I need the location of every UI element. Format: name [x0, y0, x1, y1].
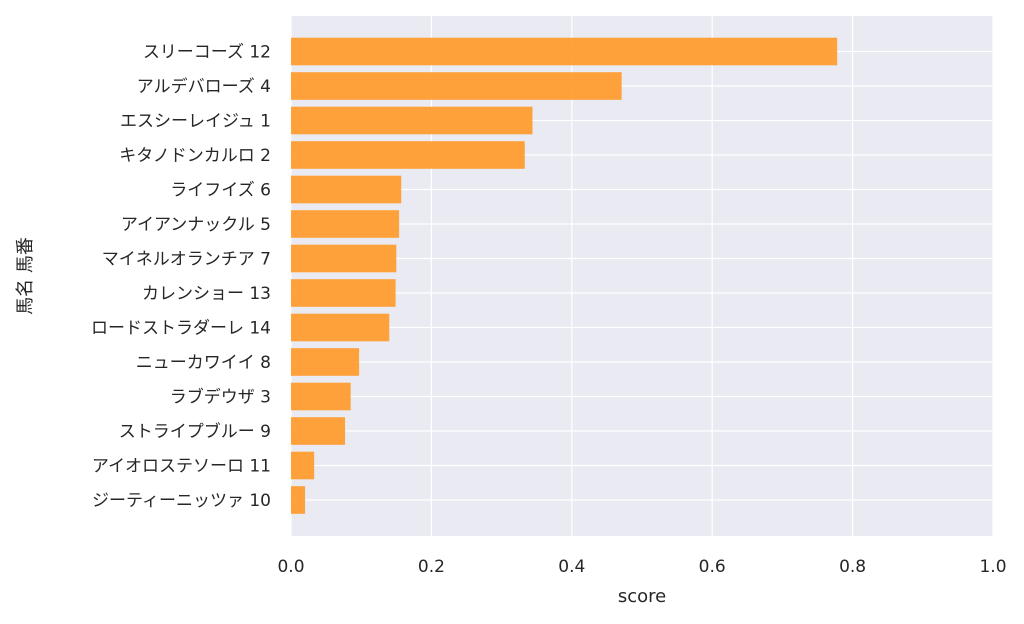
category-label: キタノドンカルロ 2 — [119, 146, 271, 166]
category-label: アイアンナックル 5 — [121, 215, 271, 235]
category-label: アイオロステソーロ 11 — [92, 457, 271, 477]
bar — [291, 210, 400, 238]
category-label: ストライプブルー 9 — [119, 421, 271, 442]
category-label: マイネルオランチア 7 — [102, 250, 271, 270]
category-label: ラブデウザ 3 — [170, 387, 271, 408]
x-tick-label: 0.2 — [418, 557, 445, 577]
bar — [291, 417, 346, 445]
category-label: ニューカワイイ 8 — [136, 353, 271, 373]
bar — [291, 72, 622, 100]
bar — [291, 244, 397, 273]
x-tick-label: 0.8 — [839, 557, 866, 577]
bar — [291, 141, 525, 169]
category-label: ジーティーニッツァ 10 — [92, 491, 271, 511]
x-tick-label: 0.4 — [558, 557, 585, 577]
bar — [291, 313, 390, 342]
bar — [291, 382, 351, 411]
bars — [291, 37, 838, 514]
x-tick-label: 0.0 — [277, 557, 304, 577]
category-label: ライフイズ 6 — [170, 181, 271, 201]
category-label: スリーコーズ 12 — [143, 43, 271, 63]
bar — [291, 175, 402, 204]
x-tick-label: 1.0 — [979, 557, 1006, 577]
category-label: エスシーレイジュ 1 — [120, 112, 271, 132]
bar — [291, 37, 838, 66]
plot-background — [291, 16, 993, 536]
category-labels: スリーコーズ 12 アルデバローズ 4 エスシーレイジュ 1 キタノドンカルロ 2 ライ… — [91, 43, 271, 512]
x-tick-label: 0.6 — [699, 557, 726, 577]
y-axis-title: 馬名 馬番 — [15, 237, 36, 315]
category-label: アルデバローズ 4 — [137, 76, 271, 97]
x-tick-labels: 0.0 0.2 0.4 0.6 0.8 1.0 — [277, 557, 1006, 577]
bar — [291, 106, 533, 135]
bar — [291, 486, 306, 514]
category-label: ロードストラダーレ 14 — [91, 319, 271, 339]
x-axis-title: score — [618, 586, 666, 607]
bar — [291, 348, 360, 376]
bar — [291, 451, 315, 480]
category-label: カレンショー 13 — [142, 284, 271, 304]
bar — [291, 279, 396, 307]
